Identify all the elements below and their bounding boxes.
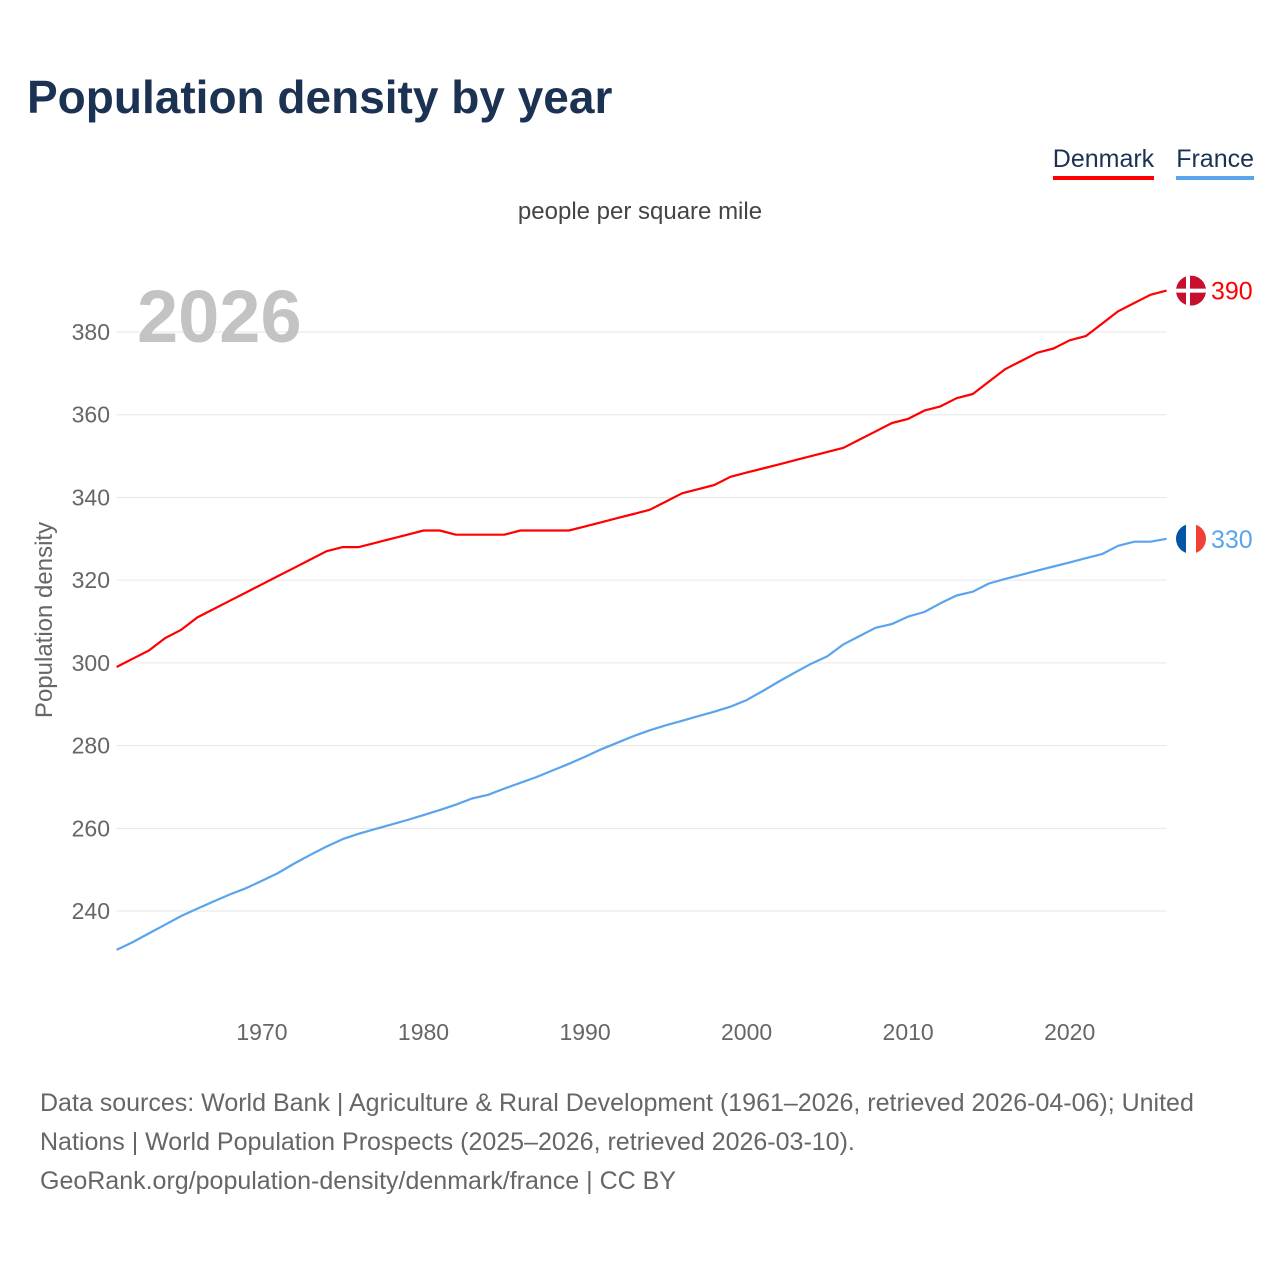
- end-value-label: 390: [1211, 278, 1253, 306]
- y-tick-label: 320: [72, 567, 110, 593]
- x-tick-label: 1990: [559, 1019, 610, 1045]
- series-line-france: [116, 537, 1167, 951]
- chart-subtitle: people per square mile: [517, 198, 763, 225]
- flag-icon-france: [1176, 523, 1206, 554]
- y-tick-label: 340: [72, 484, 110, 510]
- flag-cross-h: [1176, 288, 1206, 293]
- source-link[interactable]: GeoRank.org/population-density/denmark/f…: [40, 1167, 676, 1195]
- y-tick-label: 260: [72, 815, 110, 841]
- year-watermark: 2026: [137, 275, 302, 358]
- flag-white: [1186, 523, 1196, 554]
- y-tick-label: 300: [72, 650, 110, 676]
- series-line-denmark: [116, 289, 1167, 668]
- legend-item-denmark[interactable]: Denmark: [1052, 145, 1155, 180]
- x-tick-label: 2020: [1044, 1019, 1095, 1045]
- x-tick-label: 2010: [883, 1019, 934, 1045]
- y-tick-label: 240: [72, 898, 110, 924]
- y-tick-label: 380: [72, 319, 110, 345]
- legend: Denmark France: [1052, 145, 1254, 180]
- y-tick-label: 280: [72, 733, 110, 759]
- data-sources: Data sources: World Bank | Agriculture &…: [40, 1084, 1250, 1201]
- x-tick-label: 2000: [721, 1019, 772, 1045]
- flag-icon-denmark: [1176, 275, 1206, 306]
- y-tick-label: 360: [72, 402, 110, 428]
- flag-blue: [1176, 523, 1186, 554]
- flag-red: [1196, 523, 1206, 554]
- page-title: Population density by year: [27, 71, 613, 123]
- y-axis-label: Population density: [31, 522, 58, 718]
- legend-item-france[interactable]: France: [1176, 145, 1254, 180]
- sources-text: Data sources: World Bank | Agriculture &…: [40, 1089, 1194, 1156]
- x-tick-label: 1980: [398, 1019, 449, 1045]
- x-tick-label: 1970: [236, 1019, 287, 1045]
- end-value-label: 330: [1211, 526, 1253, 554]
